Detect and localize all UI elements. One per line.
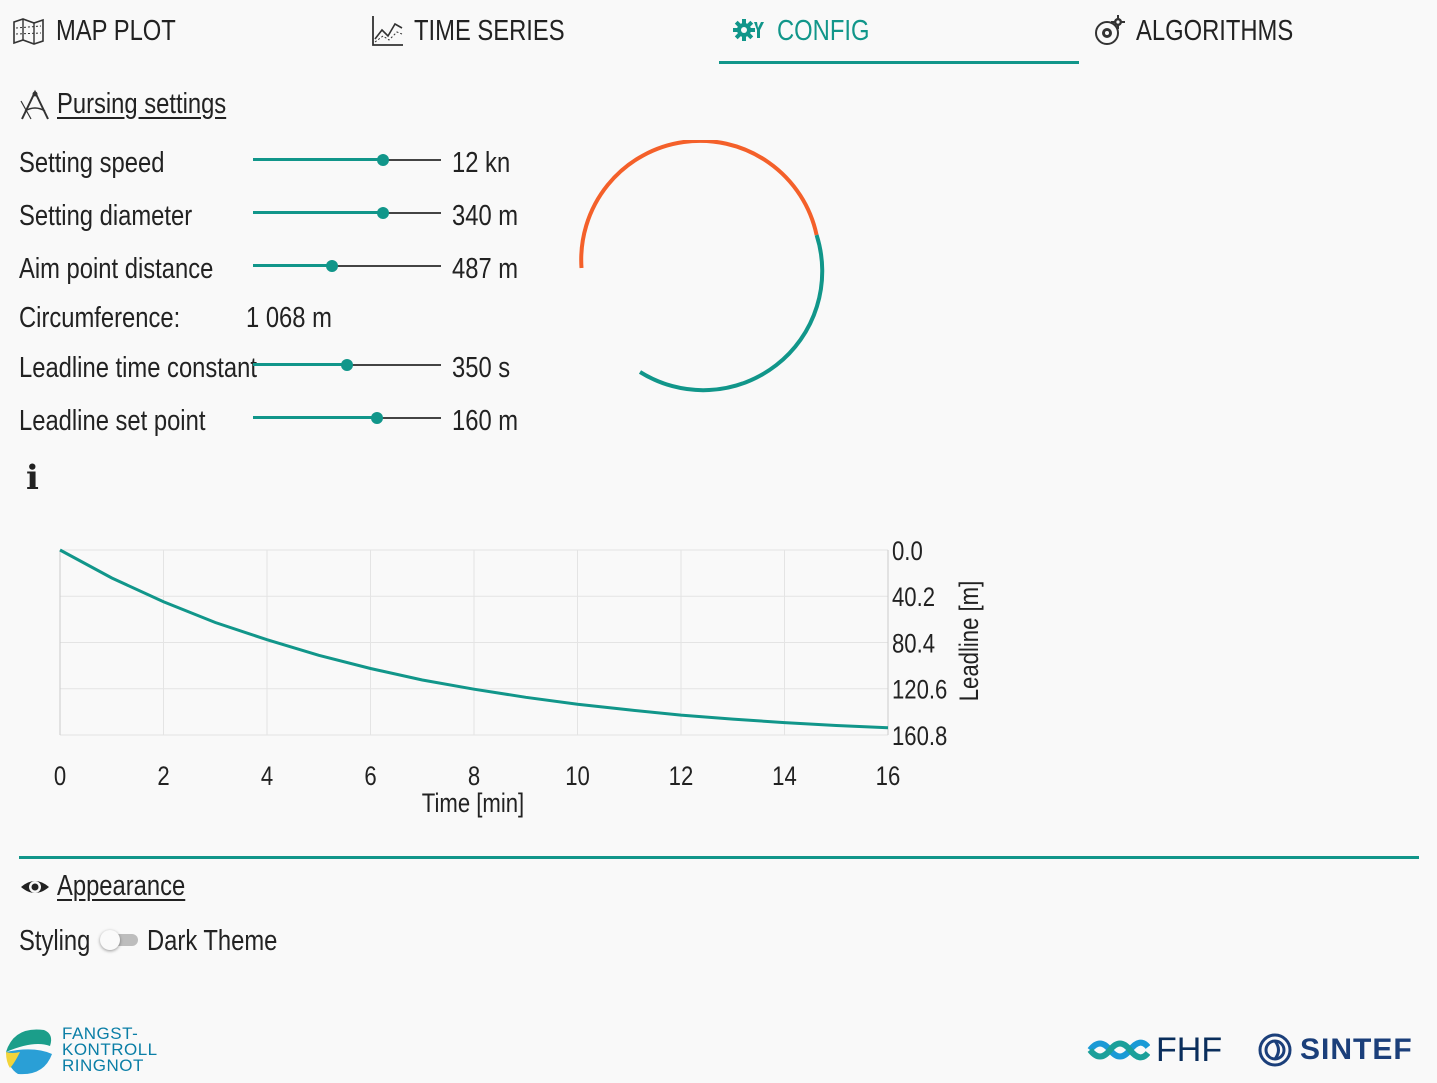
leadline-set-point-slider-thumb[interactable] — [371, 412, 384, 424]
chart-x-ticks: 0 2 4 6 8 10 12 14 16 — [54, 762, 900, 792]
leadline-time-constant-value: 350 s — [452, 352, 511, 384]
eye-icon — [21, 880, 49, 893]
chart-x-axis-title: Time [min] — [422, 789, 524, 819]
setting-speed-slider-thumb[interactable] — [376, 154, 389, 166]
pursing-circle-diagram — [579, 140, 825, 393]
circumference-value: 1 068 m — [246, 302, 332, 334]
aim-point-distance-slider[interactable] — [253, 256, 441, 276]
tab-map-plot[interactable]: MAP PLOT — [12, 0, 202, 62]
chart-y-tick-label: 40.2 — [892, 583, 935, 613]
map-icon — [13, 18, 44, 45]
leadline-set-point-slider[interactable] — [253, 408, 441, 428]
info-icon[interactable]: i — [26, 458, 39, 498]
pursing-settings-header[interactable]: Pursing settings — [19, 88, 263, 121]
pursing-settings-title: Pursing settings — [57, 88, 227, 120]
styling-label: Styling — [19, 925, 91, 957]
tab-bar: MAP PLOT TIME SERIES CONFIG — [0, 0, 1437, 64]
leadline-set-point-label: Leadline set point — [19, 405, 206, 437]
setting-diameter-label: Setting diameter — [19, 200, 193, 232]
chart-y-axis-title: Leadline [m] — [955, 581, 985, 702]
fangstkontroll-line-1: FANGST- — [62, 1024, 139, 1043]
chart-y-ticks: 0.0 40.2 80.4 120.6 160.8 — [892, 537, 947, 752]
leadline-set-point-value: 160 m — [452, 405, 519, 437]
section-divider — [19, 856, 1419, 859]
leadline-time-constant-label: Leadline time constant — [19, 352, 257, 384]
fhf-logo-text: FHF — [1156, 1030, 1223, 1069]
chart-x-tick-label: 4 — [261, 762, 273, 792]
setting-diameter-value: 340 m — [452, 200, 519, 232]
chart-x-tick-label: 0 — [54, 762, 66, 792]
setting-diameter-slider[interactable] — [253, 203, 441, 223]
fangstkontroll-logo-mark — [6, 1029, 52, 1075]
fangstkontroll-logo: FANGST- KONTROLL RINGNOT — [4, 1024, 174, 1078]
chart-y-tick-label: 80.4 — [892, 630, 935, 660]
tab-config[interactable]: CONFIG — [733, 0, 890, 62]
setting-diameter-slider-thumb[interactable] — [376, 207, 389, 219]
gears-icon — [733, 19, 764, 41]
chart-x-tick-label: 10 — [565, 762, 590, 792]
appearance-title: Appearance — [57, 870, 186, 902]
tab-time-series-label: TIME SERIES — [414, 14, 565, 47]
compass-drafting-icon — [20, 89, 49, 119]
dark-theme-toggle-knob[interactable] — [100, 930, 120, 950]
tab-map-plot-label: MAP PLOT — [56, 14, 176, 47]
leadline-time-constant-slider[interactable] — [253, 355, 441, 375]
fhf-logo: FHF — [1086, 1030, 1236, 1070]
aim-point-distance-slider-thumb[interactable] — [325, 260, 338, 272]
fangstkontroll-line-3: RINGNOT — [62, 1056, 144, 1075]
chart-x-tick-label: 6 — [364, 762, 376, 792]
sintef-logo-text: SINTEF — [1300, 1033, 1413, 1066]
chart-grid — [59, 549, 889, 736]
chart-x-tick-label: 12 — [669, 762, 694, 792]
circle-arc-orange — [579, 140, 819, 269]
chart-x-tick-label: 8 — [468, 762, 480, 792]
leadline-time-constant-slider-thumb[interactable] — [341, 359, 353, 371]
setting-speed-value: 12 kn — [452, 147, 511, 179]
fangstkontroll-line-2: KONTROLL — [62, 1040, 158, 1059]
sintef-logo-mark — [1258, 1033, 1292, 1067]
fhf-logo-mark — [1087, 1039, 1150, 1061]
chart-y-tick-label: 120.6 — [892, 676, 947, 706]
dark-theme-toggle[interactable] — [100, 930, 138, 950]
chart-x-tick-label: 16 — [876, 762, 901, 792]
chart-x-tick-label: 2 — [157, 762, 169, 792]
sintef-logo: SINTEF — [1258, 1030, 1428, 1070]
active-tab-indicator — [719, 61, 1079, 64]
aim-point-distance-value: 487 m — [452, 253, 519, 285]
chart-y-tick-label: 0.0 — [892, 537, 923, 567]
chart-series-line — [59, 548, 889, 730]
circumference-label: Circumference: — [19, 302, 181, 334]
aim-point-distance-label: Aim point distance — [19, 253, 214, 285]
chart-y-tick-label: 160.8 — [892, 722, 947, 752]
chart-line-icon — [372, 16, 403, 46]
tab-time-series[interactable]: TIME SERIES — [370, 0, 598, 62]
setting-speed-label: Setting speed — [19, 147, 165, 179]
gear-brain-icon — [1095, 15, 1125, 45]
dark-theme-label: Dark Theme — [147, 925, 278, 957]
chart-x-tick-label: 14 — [772, 762, 797, 792]
tab-algorithms-label: ALGORITHMS — [1136, 14, 1294, 47]
leadline-chart: 0 2 4 6 8 10 12 14 16 0.0 40.2 80.4 120.6 160.8 Time… — [54, 537, 985, 819]
tab-algorithms[interactable]: ALGORITHMS — [1092, 0, 1328, 62]
tab-config-label: CONFIG — [777, 14, 870, 47]
circle-arc-teal — [638, 234, 825, 393]
appearance-header[interactable]: Appearance — [19, 870, 213, 903]
setting-speed-slider[interactable] — [253, 150, 441, 170]
